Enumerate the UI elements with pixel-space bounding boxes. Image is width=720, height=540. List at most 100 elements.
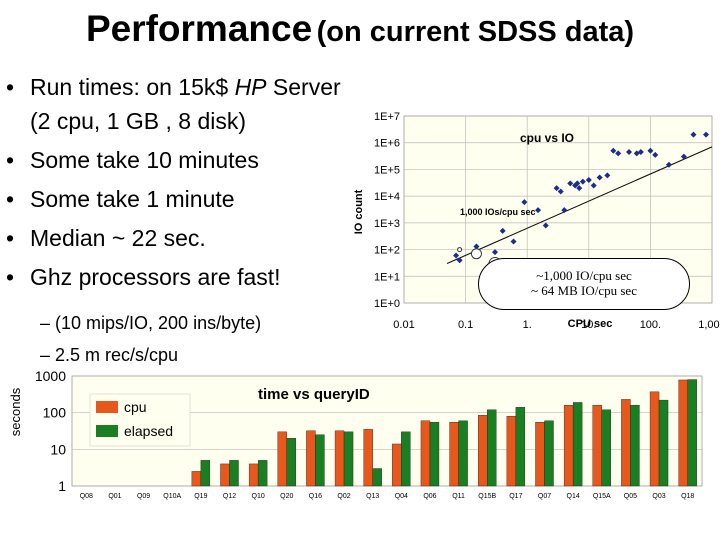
- title-main: Performance: [85, 8, 313, 49]
- x-tick-label: Q20: [280, 493, 293, 500]
- bar-cpu: [392, 443, 402, 487]
- y-tick-label: 1E+2: [374, 245, 400, 257]
- x-tick-label: Q19: [194, 493, 207, 500]
- data-point: [553, 185, 560, 192]
- bar-elapsed: [658, 399, 669, 487]
- y-axis-label: IO count: [353, 189, 365, 234]
- y-tick-label: 1000: [35, 368, 66, 384]
- open-data-point: [470, 248, 482, 260]
- bar-elapsed: [487, 409, 497, 487]
- bar-cpu: [277, 431, 287, 487]
- bullet-text: Run times: on 15k$ HP Server: [30, 74, 341, 100]
- bullet-dot: •: [6, 74, 15, 100]
- x-tick-label: 0.1: [458, 319, 473, 331]
- legend-swatch-cpu: [96, 401, 118, 413]
- bar-cpu: [678, 379, 688, 487]
- legend-swatch-elapsed: [96, 425, 118, 437]
- data-point: [567, 180, 574, 187]
- x-tick-label: 0.01: [393, 319, 414, 331]
- x-tick-label: Q11: [452, 493, 465, 500]
- data-point: [491, 249, 498, 256]
- y-tick-label: 1: [58, 478, 66, 494]
- bar-elapsed: [401, 431, 411, 487]
- bar-elapsed: [229, 460, 239, 487]
- legend-label-elapsed: elapsed: [124, 423, 173, 439]
- bullet-dot: •: [6, 147, 15, 173]
- data-point: [585, 177, 592, 184]
- y-tick-label: 1E+4: [374, 191, 400, 203]
- bar-elapsed: [372, 468, 382, 487]
- x-tick-label: Q06: [423, 493, 436, 500]
- y-tick-label: 100: [43, 405, 67, 421]
- x-tick-label: Q17: [509, 493, 522, 500]
- sub-bullet-2: – 2.5 m rec/s/cpu: [40, 345, 179, 365]
- bar-cpu: [649, 391, 660, 487]
- bar-elapsed: [315, 434, 325, 487]
- trend-annotation: 1,000 IOs/cpu sec: [460, 207, 536, 217]
- x-tick-label: Q07: [538, 493, 551, 500]
- data-point: [615, 150, 622, 157]
- bullet-dot: •: [6, 264, 15, 290]
- bar-elapsed: [429, 421, 440, 487]
- title-sub: (on current SDSS data): [316, 16, 635, 48]
- y-tick-label: 1E+3: [374, 218, 400, 230]
- data-point: [456, 257, 463, 264]
- x-tick-label: Q03: [652, 493, 665, 500]
- bar-cpu: [420, 420, 431, 487]
- x-tick-label: Q16: [309, 493, 322, 500]
- bar-cpu: [535, 421, 545, 487]
- y-tick-label: 1E+5: [374, 164, 400, 176]
- bullet-5: • Ghz processors are fast!: [6, 264, 281, 290]
- x-tick-label: Q09: [137, 493, 150, 500]
- data-point: [647, 147, 654, 154]
- x-tick-label: Q15A: [593, 493, 611, 500]
- bullet-1: • Run times: on 15k$ HP Server: [6, 74, 341, 100]
- bullet-2: • Some take 10 minutes: [6, 147, 259, 173]
- bullet-4: • Median ~ 22 sec.: [6, 225, 206, 251]
- data-point: [574, 180, 581, 187]
- bar-cpu: [478, 415, 488, 487]
- bullet-3: • Some take 1 minute: [6, 186, 235, 212]
- y-tick-label: 10: [50, 441, 66, 457]
- bar-cpu: [363, 429, 373, 487]
- bar-elapsed: [257, 460, 268, 487]
- x-tick-label: Q04: [395, 493, 408, 500]
- callout-line-2: ~ 64 MB IO/cpu sec: [531, 283, 637, 298]
- data-point: [542, 222, 549, 229]
- slide-title: Performance (on current SDSS data): [0, 8, 720, 50]
- x-tick-label: 1.: [523, 319, 532, 331]
- bar-elapsed: [286, 438, 296, 487]
- data-point: [579, 178, 586, 185]
- bar-elapsed: [544, 420, 554, 487]
- bar-cpu: [220, 463, 230, 487]
- data-point: [610, 147, 617, 154]
- data-point: [637, 148, 644, 155]
- bar-cpu: [306, 430, 316, 487]
- legend-label-cpu: cpu: [124, 399, 147, 415]
- data-point: [499, 227, 506, 234]
- x-tick-label: Q10A: [163, 493, 181, 500]
- bar-elapsed: [343, 431, 354, 487]
- bullet-1-cont: (2 cpu, 1 GB , 8 disk): [30, 108, 247, 134]
- bar-cpu: [334, 430, 345, 487]
- chart-title: cpu vs IO: [520, 131, 574, 145]
- x-tick-label: Q15B: [478, 493, 496, 500]
- bullet-text: Median ~ 22 sec.: [30, 225, 206, 251]
- data-point: [703, 131, 710, 138]
- bar-cpu: [563, 404, 574, 487]
- y-tick-label: 1E+1: [374, 271, 400, 283]
- y-axis-label: seconds: [8, 387, 23, 436]
- data-point: [690, 131, 697, 138]
- bar-cpu: [191, 471, 202, 487]
- data-point: [453, 252, 460, 259]
- data-point: [680, 153, 687, 160]
- data-point: [604, 172, 611, 179]
- x-tick-label: Q08: [80, 493, 93, 500]
- y-tick-label: 1E+6: [374, 138, 400, 150]
- bar-cpu: [449, 421, 459, 487]
- data-point: [596, 174, 603, 181]
- bullet-dot: •: [6, 225, 15, 251]
- data-point: [561, 207, 568, 214]
- data-point: [576, 185, 583, 192]
